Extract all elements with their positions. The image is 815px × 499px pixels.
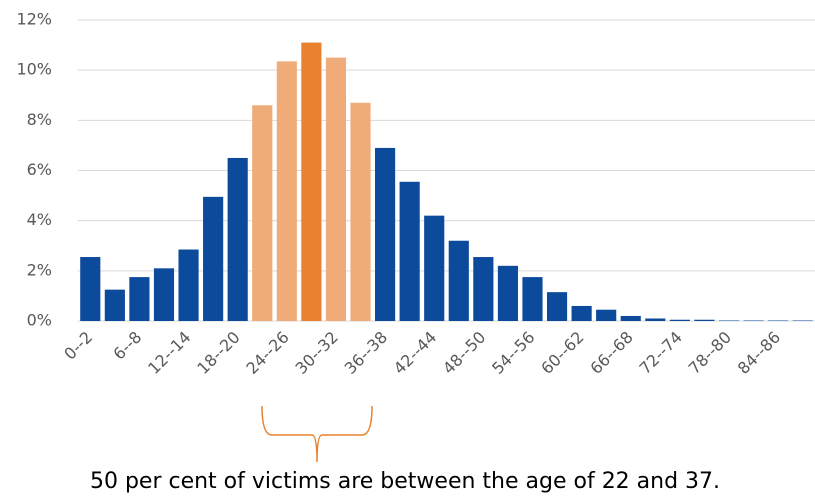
bar xyxy=(104,289,125,321)
bar xyxy=(424,215,445,321)
x-tick-label: 24--26 xyxy=(242,328,292,378)
bar xyxy=(645,318,666,321)
bar xyxy=(178,249,199,321)
x-tick-label: 36--38 xyxy=(341,328,391,378)
bar xyxy=(620,315,641,321)
bar xyxy=(80,257,101,321)
bar xyxy=(325,57,347,321)
y-tick-label: 4% xyxy=(27,210,52,229)
bar xyxy=(448,240,469,321)
bar xyxy=(768,320,789,321)
x-tick-label: 0--2 xyxy=(60,328,96,364)
bar xyxy=(153,268,175,321)
bar xyxy=(792,320,813,321)
x-tick-label: 48--50 xyxy=(439,328,489,378)
x-tick-label: 54--56 xyxy=(488,328,538,378)
y-tick-label: 0% xyxy=(27,311,52,330)
bar xyxy=(718,320,740,321)
x-tick-label: 78--80 xyxy=(685,328,735,378)
bar xyxy=(596,309,617,321)
bracket xyxy=(261,405,373,463)
annotation: 50 per cent of victims are between the a… xyxy=(90,469,720,494)
bar xyxy=(301,42,322,321)
bar xyxy=(669,319,690,321)
bar xyxy=(375,147,396,321)
bar xyxy=(522,277,543,321)
bar xyxy=(203,196,224,321)
bar xyxy=(743,320,764,321)
x-tick-label: 42--44 xyxy=(390,328,440,378)
x-tick-label: 60--62 xyxy=(537,328,587,378)
bar xyxy=(694,319,715,321)
y-tick-label: 10% xyxy=(16,60,52,79)
x-tick-label: 66--68 xyxy=(586,328,636,378)
x-tick-label: 30--32 xyxy=(292,328,342,378)
bar xyxy=(252,105,273,322)
bar xyxy=(276,61,297,321)
bar xyxy=(497,265,518,321)
x-tick-label: 84--86 xyxy=(734,328,784,378)
x-tick-label: 18--20 xyxy=(193,328,243,378)
bar xyxy=(227,157,248,321)
y-tick-label: 12% xyxy=(16,10,52,29)
x-tick-label: 6--8 xyxy=(109,328,145,364)
bar xyxy=(350,102,371,322)
x-tick-label: 72--74 xyxy=(636,328,686,378)
bar xyxy=(546,292,568,321)
bar xyxy=(399,181,420,321)
bar xyxy=(571,305,592,321)
bar xyxy=(473,257,494,321)
y-tick-label: 8% xyxy=(27,110,52,129)
y-tick-label: 2% xyxy=(27,260,52,279)
y-tick-label: 6% xyxy=(27,160,52,179)
x-tick-label: 12--14 xyxy=(144,328,194,378)
bar xyxy=(129,277,150,321)
